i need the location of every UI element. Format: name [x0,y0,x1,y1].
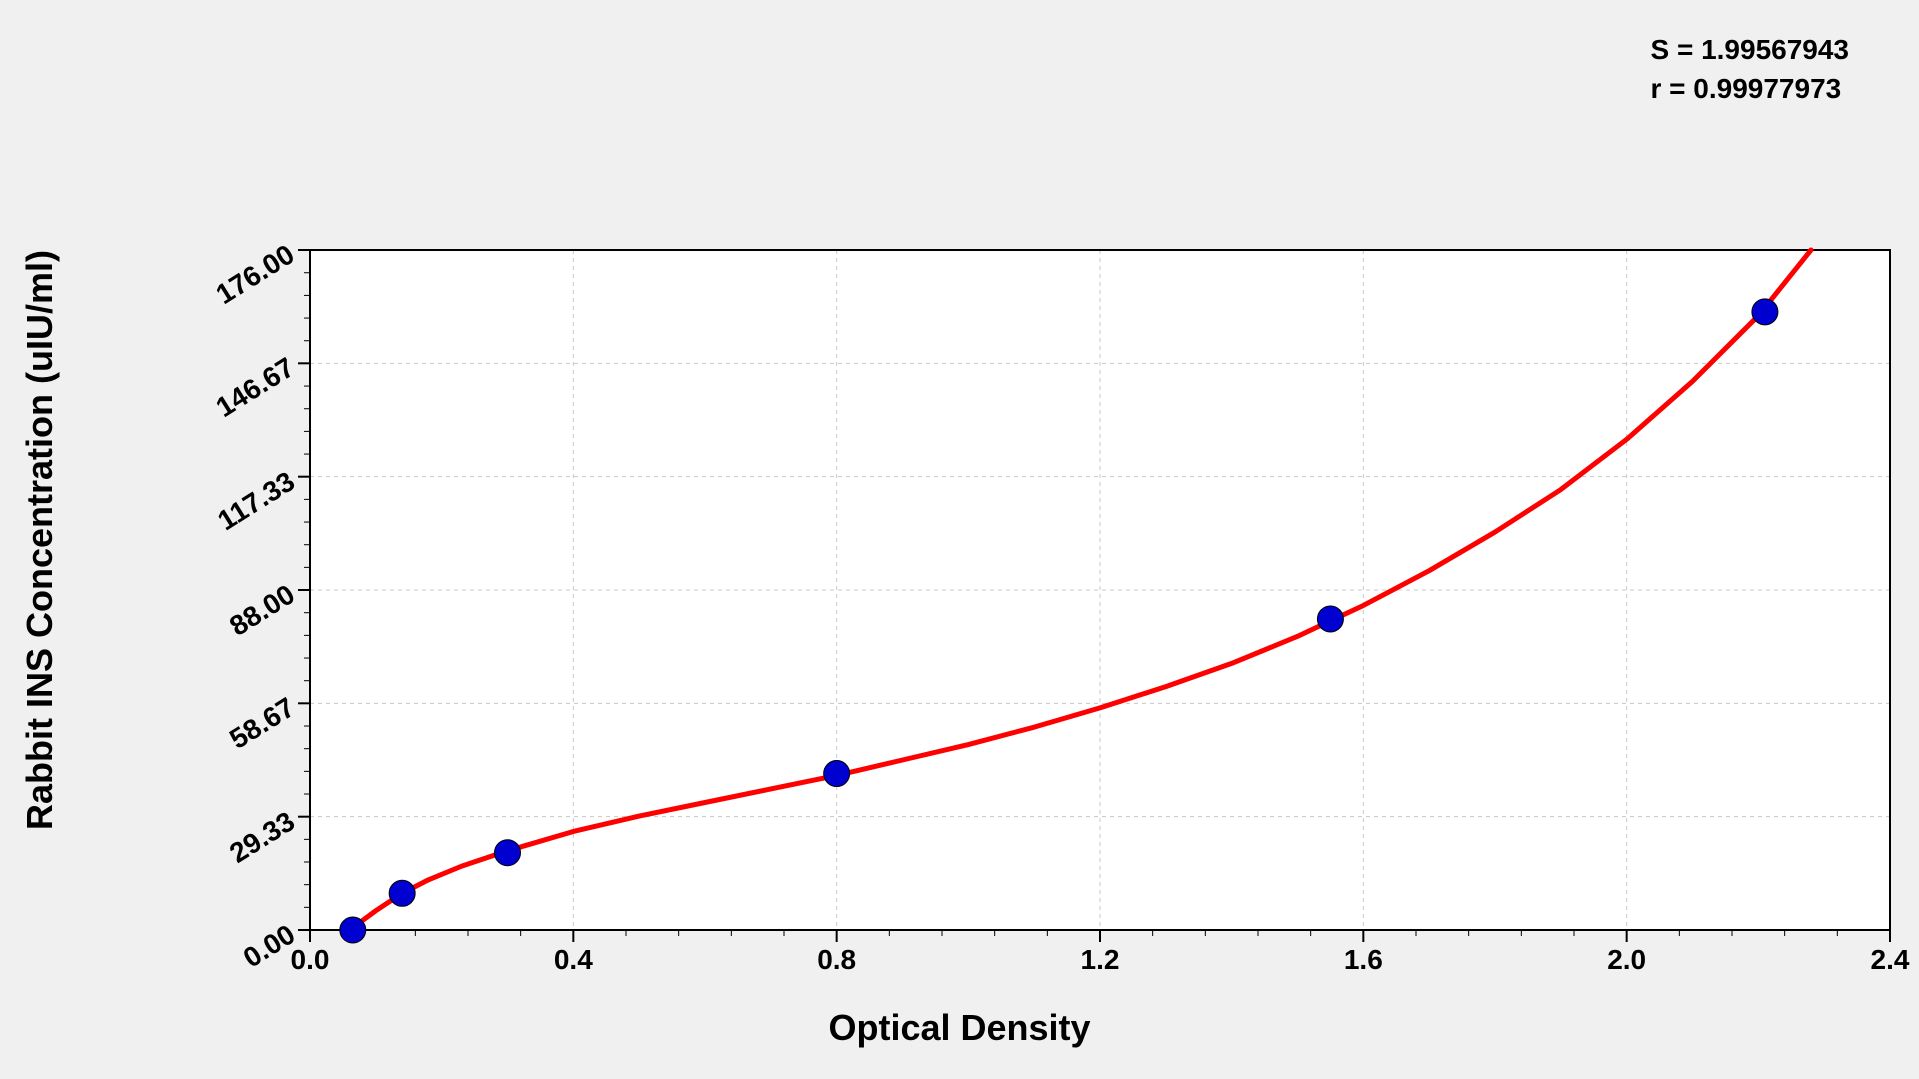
x-tick-label: 0.0 [291,944,330,976]
y-axis-label: Rabbit INS Concentration (uIU/ml) [19,250,61,830]
x-tick-label: 2.4 [1871,944,1910,976]
y-tick-label: 146.67 [211,352,301,425]
fit-statistics: S = 1.99567943 r = 0.99977973 [1650,30,1849,108]
chart-container: 0.0029.3358.6788.00117.33146.67176.00 0.… [90,110,1850,970]
stat-r: r = 0.99977973 [1650,69,1849,108]
y-tick-label: 176.00 [211,238,301,311]
stat-s: S = 1.99567943 [1650,30,1849,69]
x-axis-label: Optical Density [828,1007,1090,1049]
plot-svg [290,245,1895,950]
x-tick-label: 0.4 [554,944,593,976]
x-tick-label: 2.0 [1607,944,1646,976]
y-tick-label: 117.33 [212,465,300,537]
x-tick-label: 1.2 [1081,944,1120,976]
plot-area: 0.0029.3358.6788.00117.33146.67176.00 0.… [310,250,1890,930]
x-tick-label: 1.6 [1344,944,1383,976]
x-tick-label: 0.8 [817,944,856,976]
